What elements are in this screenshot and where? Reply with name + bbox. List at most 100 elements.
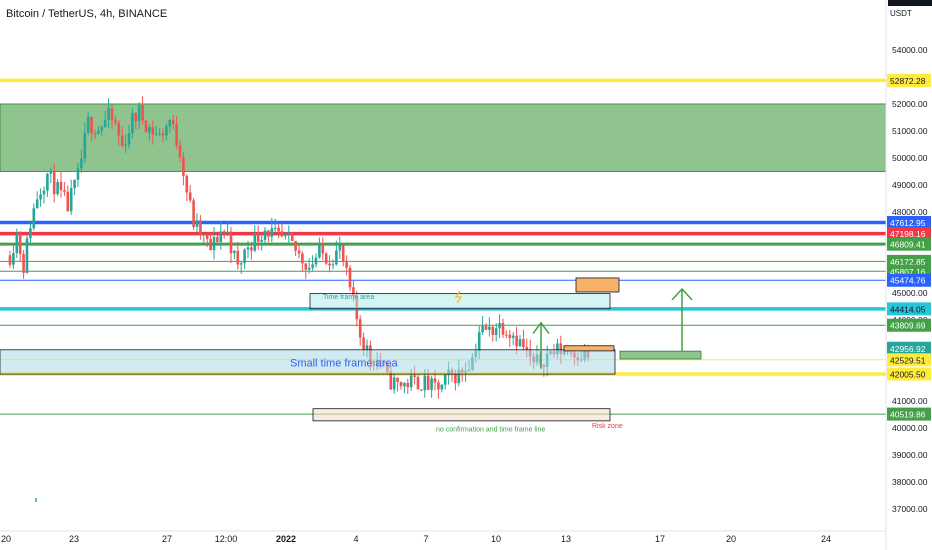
candle-body bbox=[423, 375, 427, 391]
price-axis: USDT 37000.00 38000.00 39000.00 40000.00 4100… bbox=[885, 0, 932, 550]
candle-body bbox=[199, 220, 202, 236]
currency-label: USDT bbox=[890, 9, 912, 18]
candle-body bbox=[182, 157, 185, 176]
price-tick-label: 37000.00 bbox=[892, 504, 928, 514]
time-tick-label: 2022 bbox=[276, 534, 296, 544]
price-tick-label: 48000.00 bbox=[892, 207, 928, 217]
candle-body bbox=[35, 199, 39, 209]
candle-body bbox=[66, 191, 70, 212]
price-tag-label: 45474.76 bbox=[890, 276, 926, 286]
candle-body bbox=[32, 208, 36, 229]
price-tag-label: 43809.69 bbox=[890, 321, 926, 331]
candle-body bbox=[29, 228, 32, 239]
supply-zone bbox=[0, 103, 887, 172]
candle-body bbox=[100, 126, 104, 131]
candle-body bbox=[494, 328, 498, 335]
candle-body bbox=[280, 231, 284, 237]
price-tick-label: 52000.00 bbox=[892, 99, 928, 109]
candle-body bbox=[80, 158, 83, 169]
candle-body bbox=[141, 105, 144, 121]
price-tag-bg bbox=[887, 73, 931, 87]
candle-body bbox=[250, 247, 253, 251]
candle-body bbox=[307, 267, 311, 270]
candle-body bbox=[110, 108, 114, 121]
price-tag-bg bbox=[887, 367, 931, 381]
candle-body bbox=[239, 263, 243, 265]
candle-body bbox=[253, 233, 257, 251]
candle-body bbox=[46, 173, 49, 191]
candle-body bbox=[144, 120, 148, 133]
time-tick-label: 27 bbox=[162, 534, 172, 544]
time-tick-label: 23 bbox=[69, 534, 79, 544]
price-tag-bg bbox=[887, 302, 931, 316]
price-tag-bg bbox=[887, 237, 931, 251]
candle-body bbox=[413, 375, 416, 377]
candle-body bbox=[148, 127, 151, 133]
price-tick-label: 49000.00 bbox=[892, 180, 928, 190]
chart-title: Bitcoin / TetherUS, 4h, BINANCE bbox=[6, 8, 167, 20]
candle-body bbox=[154, 133, 158, 135]
candle-body bbox=[117, 122, 121, 136]
price-tick-label: 54000.00 bbox=[892, 45, 928, 55]
orange-box bbox=[575, 277, 620, 293]
candle-body bbox=[284, 233, 287, 237]
candle-body bbox=[8, 255, 12, 265]
candle-body bbox=[168, 119, 172, 127]
price-tick-label: 40000.00 bbox=[892, 423, 928, 433]
price-tag-label: 47198.16 bbox=[890, 229, 926, 239]
annotation-label: Time frame area bbox=[323, 294, 374, 301]
time-tick-label: 24 bbox=[821, 534, 831, 544]
candle-body bbox=[226, 231, 229, 233]
candle-body bbox=[63, 190, 66, 192]
price-tag-label: 42956.92 bbox=[890, 344, 926, 354]
price-tag-label: 46809.41 bbox=[890, 240, 926, 250]
candle-body bbox=[318, 243, 321, 258]
candle-body bbox=[508, 334, 512, 338]
candle-body bbox=[263, 230, 267, 240]
candle-body bbox=[127, 133, 131, 145]
candle-body bbox=[209, 239, 212, 251]
candle-body bbox=[178, 145, 182, 158]
candle-body bbox=[76, 168, 80, 180]
candle-body bbox=[246, 247, 250, 250]
candle-body bbox=[409, 375, 413, 388]
candle-body bbox=[158, 133, 161, 135]
candle-body bbox=[25, 238, 29, 273]
price-tag-label: 42005.50 bbox=[890, 369, 926, 379]
price-tag-label: 42529.51 bbox=[890, 355, 926, 365]
candle-body bbox=[484, 325, 488, 330]
zones-layer bbox=[0, 103, 887, 172]
candle-body bbox=[420, 389, 423, 391]
price-tick-label: 50000.00 bbox=[892, 153, 928, 163]
candle-body bbox=[515, 335, 518, 347]
candle-body bbox=[491, 326, 495, 335]
candle-body bbox=[304, 263, 308, 270]
candle-body bbox=[222, 231, 226, 233]
candle-body bbox=[335, 250, 338, 265]
candle-body bbox=[131, 113, 134, 134]
candle-body bbox=[120, 135, 124, 146]
candle-body bbox=[90, 116, 93, 134]
time-tick-label: 20 bbox=[726, 534, 736, 544]
candle-body bbox=[277, 227, 280, 232]
chart-title-text: Bitcoin / TetherUS, 4h, BINANCE bbox=[6, 8, 168, 20]
candle-body bbox=[488, 326, 491, 330]
candle-body bbox=[18, 233, 22, 254]
candle-body bbox=[396, 377, 399, 383]
time-axis: 20 23 27 12:00 2022 4 7 10 13 17 20 24 bbox=[0, 530, 886, 544]
candle-body bbox=[270, 228, 274, 237]
candle-body bbox=[328, 263, 331, 266]
candle-body bbox=[290, 232, 294, 241]
price-tag-bg bbox=[887, 318, 931, 332]
candle-body bbox=[416, 376, 420, 390]
price-tick-label: 38000.00 bbox=[892, 477, 928, 487]
candle-body bbox=[505, 334, 508, 336]
candle-body bbox=[457, 369, 461, 384]
candle-body bbox=[358, 319, 362, 338]
candle-body bbox=[437, 382, 440, 390]
candle-body bbox=[42, 190, 46, 195]
candle-body bbox=[107, 108, 110, 121]
time-frame-box bbox=[309, 293, 611, 310]
price-tag-label: 45807.16 bbox=[890, 267, 926, 277]
